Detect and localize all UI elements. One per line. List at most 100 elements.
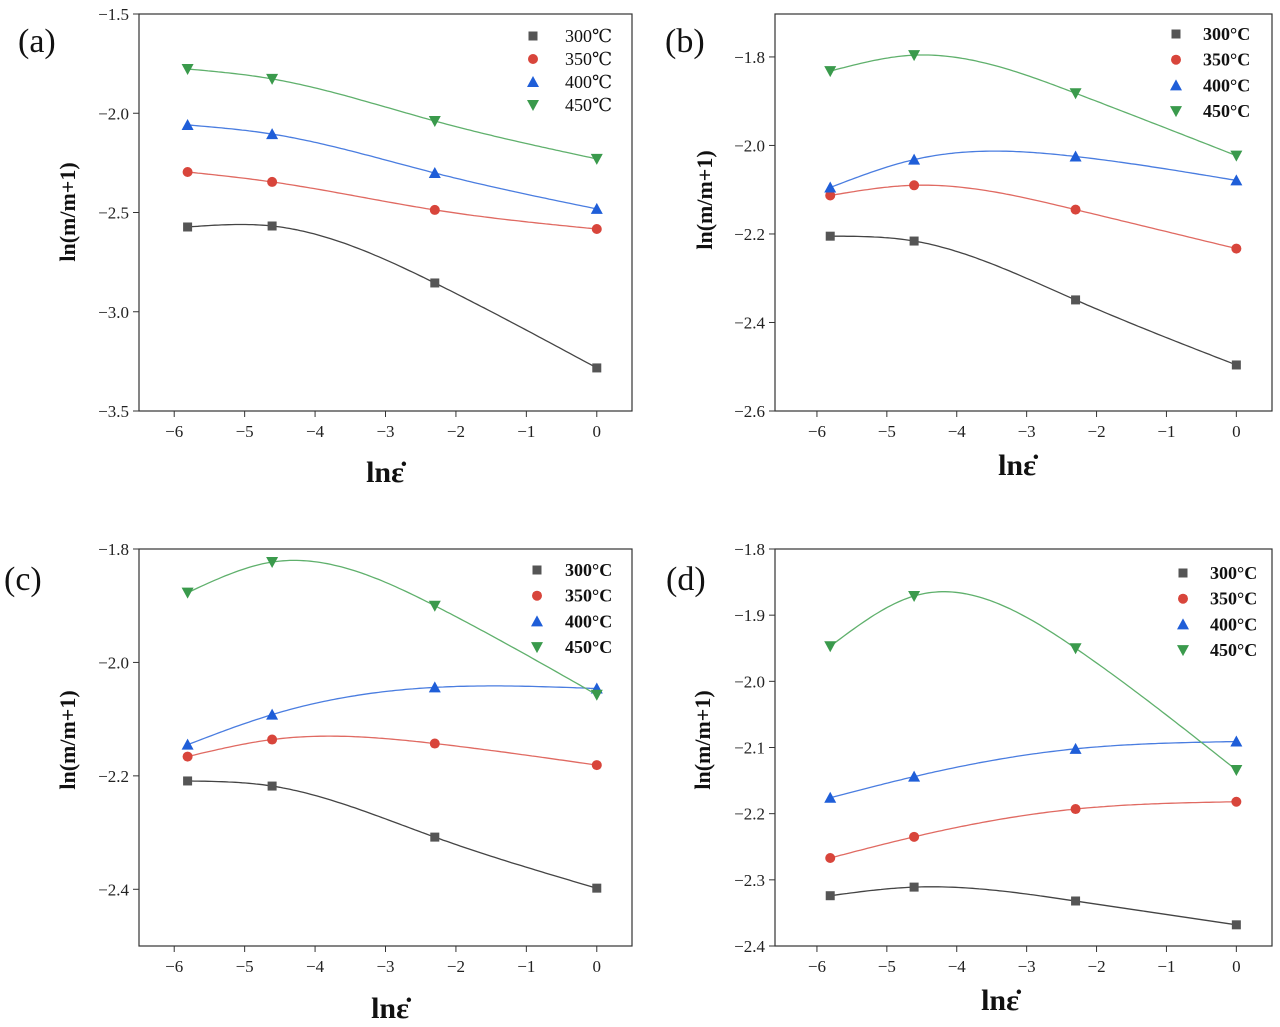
data-point	[590, 153, 603, 165]
x-tick-label: −2	[1088, 957, 1106, 976]
x-tick-label: 0	[593, 957, 602, 976]
legend-label: 300℃	[565, 26, 612, 46]
data-point	[1230, 174, 1243, 186]
data-point	[1069, 150, 1082, 162]
y-tick-label: −1.8	[734, 48, 765, 67]
data-point	[183, 776, 193, 786]
legend-label: 400°C	[1210, 614, 1257, 634]
data-point	[825, 891, 835, 901]
y-tick-label: −1.8	[98, 540, 129, 559]
legend-marker	[532, 590, 542, 601]
series-line-350℃	[187, 171, 597, 230]
data-point	[267, 176, 278, 187]
x-tick-label: −4	[948, 957, 967, 976]
legend-label: 400°C	[1203, 75, 1250, 95]
series-line-300°C	[830, 235, 1237, 366]
data-point	[267, 781, 277, 791]
data-point	[1230, 764, 1243, 776]
data-point	[181, 738, 194, 750]
data-point	[428, 166, 441, 178]
x-tick-label: −2	[1088, 422, 1106, 441]
x-tick-label: −3	[376, 422, 394, 441]
y-tick-label: −2.3	[734, 871, 765, 890]
data-point	[183, 222, 193, 232]
y-tick-label: −2.1	[734, 739, 765, 758]
data-point	[428, 681, 441, 693]
data-point	[1231, 796, 1242, 807]
y-tick-label: −2.0	[734, 672, 765, 691]
legend-label: 350℃	[565, 49, 612, 69]
chart-panel-a: −3.5 −3.0 −2.5 −2.0 −1.5 −6 −5 −4 −3 −2 −1 0 (a) ln(m…	[18, 5, 633, 489]
y-tick-label: −2.0	[98, 653, 129, 672]
data-point	[908, 153, 921, 165]
data-point	[266, 708, 279, 720]
data-point	[1070, 204, 1081, 215]
panel-label: (d)	[666, 561, 706, 598]
x-tick-label: −6	[165, 422, 183, 441]
y-tick-label: −2.4	[734, 937, 765, 956]
data-point	[181, 587, 194, 599]
data-point	[428, 600, 441, 612]
series-line-450℃	[187, 68, 597, 160]
legend-marker	[531, 642, 543, 654]
legend-marker	[528, 31, 538, 41]
y-tick-label: −2.2	[98, 767, 129, 786]
data-point	[824, 641, 837, 653]
data-point	[267, 734, 278, 745]
series-line-450°C	[829, 591, 1237, 771]
legend-label: 300°C	[1210, 563, 1257, 583]
legend-label: 450°C	[1203, 101, 1250, 121]
y-tick-label: −2.2	[734, 225, 765, 244]
legend-marker	[532, 565, 542, 575]
legend-marker	[527, 100, 539, 111]
x-tick-label: −6	[165, 957, 183, 976]
y-tick-label: −2.4	[734, 313, 765, 332]
x-tick-label: 0	[593, 422, 602, 441]
x-tick-label: −4	[948, 422, 967, 441]
data-point	[1069, 742, 1082, 754]
data-point	[824, 181, 837, 193]
data-point	[429, 204, 440, 215]
data-point	[908, 770, 921, 782]
series-line-450°C	[830, 54, 1237, 157]
x-tick-label: −1	[517, 422, 535, 441]
x-tick-label: −4	[306, 422, 325, 441]
y-tick-label: −1.8	[734, 540, 765, 559]
data-point	[182, 751, 193, 762]
data-point	[592, 363, 602, 373]
series-line-450°C	[187, 559, 598, 696]
data-point	[824, 66, 837, 78]
y-axis-label: ln(m/m+1)	[692, 150, 717, 249]
series-line-400°C	[187, 685, 597, 746]
panel-label: (c)	[4, 561, 42, 598]
legend-label: 350°C	[1210, 589, 1257, 609]
x-tick-label: −3	[376, 957, 394, 976]
data-point	[1070, 804, 1081, 815]
data-point	[266, 128, 279, 140]
panel-label: (b)	[665, 23, 705, 60]
data-point	[909, 882, 919, 892]
legend-marker	[1170, 106, 1182, 118]
legend-label: 450°C	[1210, 640, 1257, 660]
x-tick-label: −1	[1157, 957, 1175, 976]
plot-frame	[138, 548, 633, 947]
data-point	[181, 118, 194, 130]
legend-label: 400°C	[565, 611, 612, 631]
chart-panel-c: −2.4 −2.2 −2.0 −1.8 −6 −5 −4 −3 −2 −1 0 (c) ln(m/m+1…	[4, 540, 633, 1025]
plot-frame	[138, 13, 633, 412]
legend-label: 350°C	[565, 586, 612, 606]
x-tick-label: −5	[236, 422, 254, 441]
series-line-400°C	[829, 150, 1237, 189]
legend-label: 450℃	[565, 95, 612, 115]
x-tick-label: −5	[878, 957, 896, 976]
legend-marker	[1177, 618, 1189, 630]
x-tick-label: −1	[517, 957, 535, 976]
x-tick-label: −5	[236, 957, 254, 976]
x-axis-label: lnε̇	[366, 456, 407, 489]
legend-marker	[1178, 568, 1188, 578]
x-tick-label: 0	[1232, 422, 1241, 441]
y-tick-label: −2.4	[98, 880, 129, 899]
data-point	[592, 883, 602, 893]
series-line-300°C	[187, 780, 597, 889]
y-tick-label: −3.5	[98, 402, 129, 421]
